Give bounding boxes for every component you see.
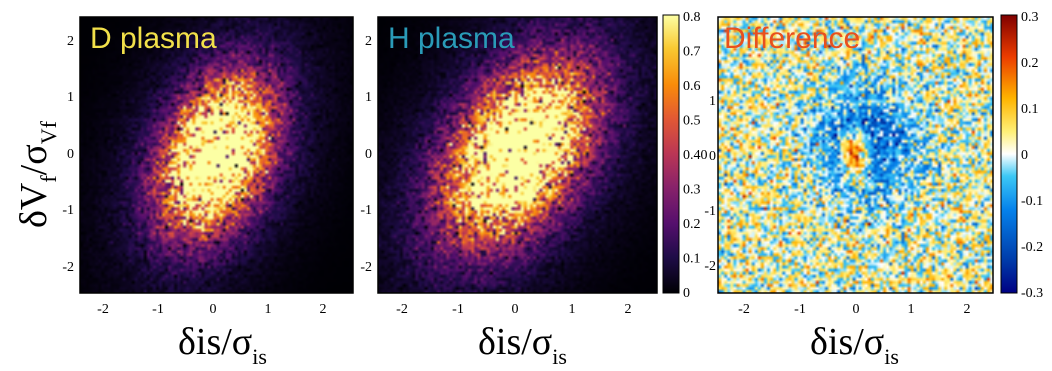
x-tick: 2 <box>320 302 327 317</box>
x-tick: 1 <box>569 302 576 317</box>
d-plasma-label: D plasma <box>90 22 217 55</box>
h-plasma-frame <box>377 16 658 294</box>
y-tick: 0 <box>365 147 372 162</box>
colorbar-tick: -0.2 <box>1021 240 1043 255</box>
y-tick: 0 <box>709 149 716 164</box>
y-tick: 2 <box>67 34 74 49</box>
x-tick: 1 <box>908 302 915 317</box>
colorbar-tick: -0.3 <box>1021 286 1043 301</box>
x-tick: -2 <box>97 302 109 317</box>
y-axis-title: δVf/σVf <box>13 120 61 228</box>
colorbar-tick: 0.6 <box>683 79 701 94</box>
colorbar-tick: 0.7 <box>683 45 701 60</box>
y-tick: -1 <box>704 204 716 219</box>
x-tick: -2 <box>738 302 750 317</box>
x-axis-title: δis/σis <box>178 321 267 369</box>
y-tick: -2 <box>62 260 74 275</box>
x-tick: -1 <box>152 302 164 317</box>
colorbar-inferno <box>662 14 680 294</box>
x-tick: -2 <box>396 302 408 317</box>
difference-frame <box>717 16 994 294</box>
x-tick: 2 <box>625 302 632 317</box>
y-tick: -2 <box>360 260 372 275</box>
colorbar-jet <box>1000 14 1018 294</box>
colorbar-tick: 0.40 <box>683 148 708 163</box>
colorbar-tick: 0 <box>683 286 690 301</box>
x-axis-title: δis/σis <box>810 321 899 369</box>
colorbar-tick: 0.2 <box>1021 56 1039 71</box>
panel-d-plasma: D plasma -2 -1 0 1 2 2 1 0 -1 -2 δis/σis… <box>13 16 354 369</box>
y-tick: -2 <box>704 259 716 274</box>
x-tick: 0 <box>210 302 217 317</box>
colorbar-tick: 0.1 <box>683 252 701 267</box>
y-tick: 1 <box>709 94 716 109</box>
x-tick: 0 <box>512 302 519 317</box>
y-tick: 2 <box>365 34 372 49</box>
d-plasma-frame <box>79 16 354 294</box>
colorbar-jet-ticks: 0.3 0.2 0.1 0 -0.1 -0.2 -0.3 <box>1021 10 1043 301</box>
x-tick: 2 <box>964 302 971 317</box>
panel-difference: Difference -2 -1 0 1 2 1 0 -1 -2 δis/σis… <box>704 10 1043 369</box>
x-tick: -1 <box>452 302 464 317</box>
x-tick: 1 <box>265 302 272 317</box>
colorbar-tick: 0 <box>1021 148 1028 163</box>
y-tick: 0 <box>67 147 74 162</box>
y-tick: 1 <box>67 90 74 105</box>
y-tick: -1 <box>62 203 74 218</box>
panel-h-plasma: H plasma -2 -1 0 1 2 2 1 0 -1 -2 δis/σis… <box>360 10 707 369</box>
x-tick: 0 <box>853 302 860 317</box>
y-tick: 1 <box>365 90 372 105</box>
colorbar-inferno-ticks: 0.8 0.7 0.6 0.5 0.40 0.3 0.2 0.1 0 <box>683 10 708 301</box>
y-tick: -1 <box>360 203 372 218</box>
h-plasma-label: H plasma <box>388 22 515 55</box>
x-axis-title: δis/σis <box>478 321 567 369</box>
d-plasma-heatmap <box>80 17 353 293</box>
colorbar-tick: -0.1 <box>1021 194 1043 209</box>
difference-label: Difference <box>724 22 860 55</box>
colorbar-tick: 0.8 <box>683 10 701 25</box>
colorbar-tick: 0.5 <box>683 114 701 129</box>
colorbar-tick: 0.2 <box>683 217 701 232</box>
colorbar-tick: 0.1 <box>1021 102 1039 117</box>
h-plasma-heatmap <box>378 17 657 293</box>
colorbar-tick: 0.3 <box>683 183 701 198</box>
x-tick: -1 <box>794 302 806 317</box>
colorbar-tick: 0.3 <box>1021 10 1039 25</box>
difference-heatmap <box>718 17 993 293</box>
